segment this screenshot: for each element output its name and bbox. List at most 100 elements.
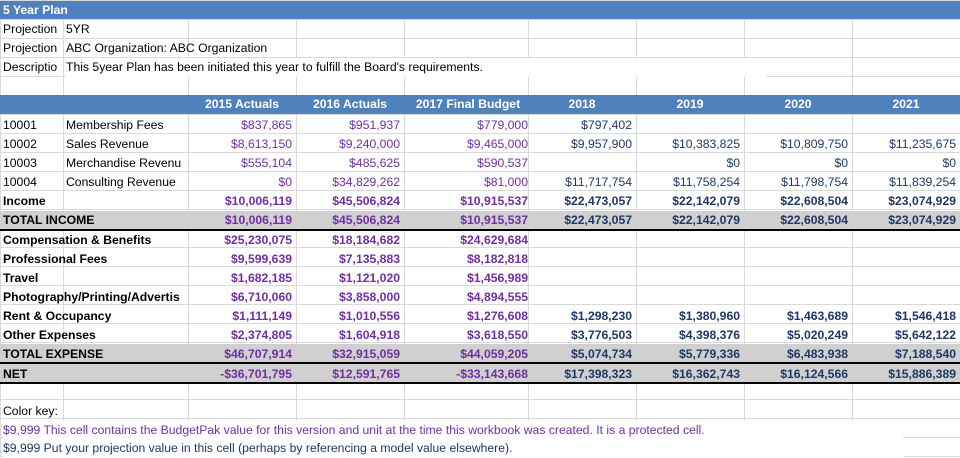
col-header-2016[interactable]: 2016 Actuals (312, 97, 388, 111)
value-cell[interactable] (528, 288, 632, 307)
value-cell[interactable]: $8,182,818 (467, 252, 528, 266)
col-header-2018[interactable]: 2018 (568, 97, 596, 111)
value-cell[interactable]: $46,707,914 (224, 347, 292, 361)
value-cell[interactable]: $10,006,119 (224, 194, 292, 208)
value-cell[interactable]: $4,398,376 (679, 328, 740, 342)
col-header-2021[interactable]: 2021 (892, 97, 920, 111)
value-cell[interactable]: $1,121,020 (339, 271, 400, 285)
value-cell[interactable] (528, 154, 632, 173)
value-cell[interactable]: $590,537 (477, 156, 528, 170)
value-cell[interactable]: $10,809,750 (780, 137, 848, 151)
value-cell[interactable]: $555,104 (241, 156, 292, 170)
value-cell[interactable] (528, 250, 632, 269)
value-cell[interactable] (636, 269, 740, 288)
value-cell[interactable]: $9,599,639 (231, 252, 292, 266)
value-cell[interactable]: $32,915,059 (332, 347, 400, 361)
value-cell[interactable]: $837,865 (241, 118, 292, 132)
value-cell[interactable] (744, 231, 848, 250)
value-cell[interactable]: $1,276,608 (467, 309, 528, 323)
value-cell[interactable]: $2,374,805 (231, 328, 292, 342)
value-cell[interactable]: $3,776,503 (571, 328, 632, 342)
value-cell[interactable]: $5,642,122 (895, 328, 956, 342)
value-cell[interactable]: $25,230,075 (224, 233, 292, 247)
col-header-2017[interactable]: 2017 Final Budget (415, 97, 521, 111)
value-cell[interactable]: $10,915,537 (460, 213, 528, 227)
value-cell[interactable]: $10,915,537 (460, 194, 528, 208)
value-cell[interactable]: $3,858,000 (339, 290, 400, 304)
value-cell[interactable]: $0 (278, 175, 292, 189)
value-cell[interactable]: $22,608,504 (780, 213, 848, 227)
info-value-description[interactable]: This 5year Plan has been initiated this … (66, 58, 766, 77)
value-cell[interactable]: $8,613,150 (231, 137, 292, 151)
value-cell[interactable]: $11,758,254 (673, 175, 740, 189)
info-value-projection-org[interactable]: ABC Organization: ABC Organization (66, 41, 268, 55)
value-cell[interactable]: $1,456,989 (467, 271, 528, 285)
value-cell[interactable]: $81,000 (483, 175, 528, 189)
value-cell[interactable]: $10,383,825 (672, 137, 740, 151)
value-cell[interactable]: $11,235,675 (889, 137, 956, 151)
value-cell[interactable] (852, 116, 956, 135)
value-cell[interactable]: $1,111,149 (232, 309, 292, 323)
value-cell[interactable]: $5,074,734 (571, 347, 632, 361)
value-cell[interactable]: $0 (942, 156, 956, 170)
value-cell[interactable]: $797,402 (581, 118, 632, 132)
value-cell[interactable]: $11,717,754 (565, 175, 632, 189)
value-cell[interactable]: $23,074,929 (888, 194, 956, 208)
value-cell[interactable]: $1,010,556 (339, 309, 400, 323)
value-cell[interactable]: $5,020,249 (787, 328, 848, 342)
col-header-2015[interactable]: 2015 Actuals (204, 97, 280, 111)
value-cell[interactable]: $10,006,119 (224, 213, 292, 227)
value-cell[interactable]: $951,937 (349, 118, 400, 132)
value-cell[interactable]: $485,625 (349, 156, 400, 170)
value-cell[interactable]: $0 (834, 156, 848, 170)
value-cell[interactable] (744, 250, 848, 269)
value-cell[interactable]: $7,188,540 (895, 347, 956, 361)
value-cell[interactable]: $6,710,060 (231, 290, 292, 304)
value-cell[interactable] (852, 288, 956, 307)
value-cell[interactable]: $45,506,824 (332, 194, 400, 208)
value-cell[interactable] (636, 116, 740, 135)
value-cell[interactable]: $1,298,230 (571, 309, 632, 323)
col-header-2019[interactable]: 2019 (676, 97, 704, 111)
value-cell[interactable]: -$33,143,668 (456, 367, 528, 381)
value-cell[interactable]: $7,135,883 (339, 252, 400, 266)
value-cell[interactable]: $0 (726, 156, 740, 170)
value-cell[interactable]: -$36,701,795 (220, 367, 292, 381)
value-cell[interactable]: $9,240,000 (339, 137, 400, 151)
value-cell[interactable] (528, 231, 632, 250)
value-cell[interactable]: $44,059,205 (460, 347, 528, 361)
value-cell[interactable]: $1,682,185 (231, 271, 292, 285)
value-cell[interactable]: $11,839,254 (889, 175, 956, 189)
value-cell[interactable]: $17,398,323 (564, 367, 632, 381)
value-cell[interactable]: $24,629,684 (460, 233, 528, 247)
value-cell[interactable] (636, 288, 740, 307)
value-cell[interactable]: $1,380,960 (679, 309, 740, 323)
value-cell[interactable]: $22,608,504 (780, 194, 848, 208)
value-cell[interactable]: $5,779,336 (679, 347, 740, 361)
value-cell[interactable]: $1,604,918 (339, 328, 400, 342)
value-cell[interactable]: $12,591,765 (332, 367, 400, 381)
value-cell[interactable]: $23,074,929 (888, 213, 956, 227)
value-cell[interactable]: $9,957,900 (571, 137, 632, 151)
info-value-projection-code[interactable]: 5YR (66, 22, 90, 36)
value-cell[interactable]: $22,473,057 (564, 213, 632, 227)
value-cell[interactable]: $22,473,057 (564, 194, 632, 208)
value-cell[interactable] (852, 250, 956, 269)
value-cell[interactable]: $779,000 (477, 118, 528, 132)
value-cell[interactable]: $4,894,555 (467, 290, 528, 304)
value-cell[interactable] (744, 288, 848, 307)
value-cell[interactable] (528, 269, 632, 288)
value-cell[interactable]: $18,184,682 (332, 233, 400, 247)
value-cell[interactable]: $9,465,000 (467, 137, 528, 151)
value-cell[interactable]: $22,142,079 (672, 194, 740, 208)
value-cell[interactable]: $1,463,689 (787, 309, 848, 323)
value-cell[interactable] (852, 269, 956, 288)
col-header-2020[interactable]: 2020 (784, 97, 812, 111)
value-cell[interactable] (744, 269, 848, 288)
value-cell[interactable] (852, 231, 956, 250)
value-cell[interactable]: $34,829,262 (332, 175, 400, 189)
value-cell[interactable]: $15,886,389 (888, 367, 956, 381)
value-cell[interactable]: $22,142,079 (672, 213, 740, 227)
value-cell[interactable]: $16,124,566 (780, 367, 848, 381)
value-cell[interactable] (744, 116, 848, 135)
